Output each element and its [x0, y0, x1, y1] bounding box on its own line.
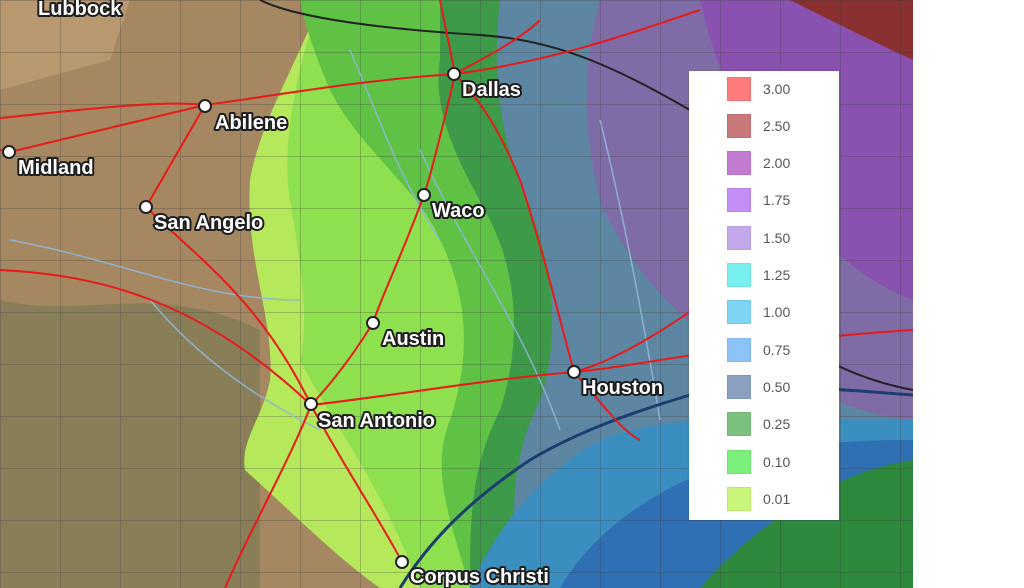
legend-item: 0.50 — [727, 375, 790, 399]
city-marker-houston[interactable] — [567, 365, 581, 379]
legend-label: 1.75 — [763, 192, 791, 208]
rivers — [9, 49, 661, 431]
city-marker-corpus-christi[interactable] — [395, 555, 409, 569]
legend-swatch — [727, 375, 751, 399]
city-label-midland[interactable]: Midland — [16, 155, 96, 181]
city-label-houston[interactable]: Houston — [580, 375, 665, 401]
legend-item: 2.50 — [727, 114, 790, 138]
legend-label: 0.50 — [763, 379, 791, 395]
city-labels: Lubbock Dallas Abilene Midland Waco San … — [16, 0, 665, 588]
legend-label: 2.00 — [763, 155, 791, 171]
city-marker-abilene[interactable] — [198, 99, 212, 113]
legend-label: 3.00 — [763, 81, 791, 97]
legend-swatch — [727, 263, 751, 287]
legend-swatch — [727, 151, 751, 175]
city-marker-san-angelo[interactable] — [139, 200, 153, 214]
legend-item: 0.75 — [727, 338, 790, 362]
legend-label: 0.75 — [763, 342, 791, 358]
city-label-abilene[interactable]: Abilene — [213, 110, 289, 136]
city-label-san-antonio[interactable]: San Antonio — [316, 408, 437, 434]
legend-label: 0.25 — [763, 416, 791, 432]
legend-item: 1.25 — [727, 263, 790, 287]
city-marker-san-antonio[interactable] — [304, 397, 318, 411]
precip-legend: 3.00 2.50 2.00 1.75 1.50 1.25 1.00 0.75 … — [689, 71, 839, 520]
legend-label: 0.10 — [763, 454, 791, 470]
legend-item: 0.25 — [727, 412, 790, 436]
legend-swatch — [727, 77, 751, 101]
legend-label: 1.50 — [763, 230, 791, 246]
legend-item: 3.00 — [727, 77, 790, 101]
legend-swatch — [727, 412, 751, 436]
legend-label: 1.00 — [763, 304, 791, 320]
city-markers — [2, 67, 581, 569]
city-marker-austin[interactable] — [366, 316, 380, 330]
legend-swatch — [727, 188, 751, 212]
legend-swatch — [727, 487, 751, 511]
legend-item: 1.00 — [727, 300, 790, 324]
legend-swatch — [727, 338, 751, 362]
city-label-austin[interactable]: Austin — [380, 326, 446, 352]
city-marker-waco[interactable] — [417, 188, 431, 202]
legend-item: 0.10 — [727, 450, 790, 474]
city-marker-midland[interactable] — [2, 145, 16, 159]
legend-swatch — [727, 450, 751, 474]
legend-label: 2.50 — [763, 118, 791, 134]
legend-item: 2.00 — [727, 151, 790, 175]
city-marker-dallas[interactable] — [447, 67, 461, 81]
city-label-corpus-christi[interactable]: Corpus Christi — [408, 564, 551, 588]
legend-swatch — [727, 226, 751, 250]
legend-label: 0.01 — [763, 491, 791, 507]
legend-swatch — [727, 300, 751, 324]
city-label-lubbock[interactable]: Lubbock — [36, 0, 124, 22]
legend-swatch — [727, 114, 751, 138]
legend-item: 0.01 — [727, 487, 790, 511]
city-label-waco[interactable]: Waco — [430, 198, 487, 224]
city-label-san-angelo[interactable]: San Angelo — [152, 210, 265, 236]
legend-item: 1.75 — [727, 188, 790, 212]
legend-label: 1.25 — [763, 267, 791, 283]
legend-item: 1.50 — [727, 226, 790, 250]
city-label-dallas[interactable]: Dallas — [460, 77, 523, 103]
state-border — [259, 0, 691, 111]
